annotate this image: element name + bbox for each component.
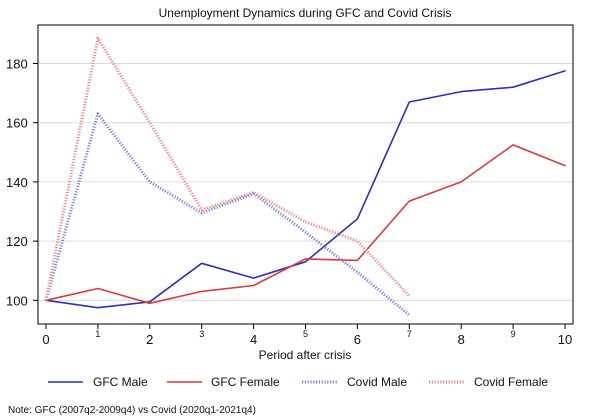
y-tick-label: 120 [6, 234, 28, 249]
data-point-gfc-male [407, 99, 412, 104]
data-point-covid-female [303, 219, 308, 224]
x-tick-label: 2 [146, 332, 153, 347]
x-tick-label: 0 [42, 332, 49, 347]
x-tick-label: 4 [250, 332, 257, 347]
data-point-gfc-male [459, 89, 464, 94]
data-point-gfc-female [251, 283, 256, 288]
y-tick-label: 160 [6, 116, 28, 131]
data-point-gfc-female [407, 199, 412, 204]
legend-label-covid-female: Covid Female [474, 375, 548, 389]
data-point-gfc-female [303, 256, 308, 261]
data-point-covid-female [44, 298, 49, 303]
series-line-gfc-female [45, 144, 566, 305]
data-point-covid-female [95, 36, 100, 41]
data-point-covid-female [147, 120, 152, 125]
series-line-covid-female [44, 36, 411, 301]
x-axis: 0 1 2 3 4 5 6 7 8 9 10 [42, 324, 572, 347]
x-tick-label: 8 [458, 332, 465, 347]
data-point-gfc-male [563, 68, 568, 73]
data-point-covid-male [147, 179, 152, 184]
chart-title: Unemployment Dynamics during GFC and Cov… [159, 6, 452, 20]
data-point-covid-female [355, 239, 360, 244]
data-point-covid-female [251, 190, 256, 195]
x-tick-label: 6 [354, 332, 361, 347]
data-point-gfc-female [95, 286, 100, 291]
x-tick-label: 9 [511, 329, 516, 339]
data-point-covid-female [199, 208, 204, 213]
y-tick-label: 100 [6, 293, 28, 308]
y-tick-label: 180 [6, 56, 28, 71]
data-point-gfc-female [147, 301, 152, 306]
data-point-gfc-male [511, 85, 516, 90]
x-tick-label: 10 [558, 332, 572, 347]
x-tick-label: 7 [407, 329, 412, 339]
legend: GFC Male GFC Female Covid Male Covid Female [48, 375, 548, 389]
chart-note: Note: GFC (2007q2-2009q4) vs Covid (2020… [8, 405, 256, 416]
gridlines [38, 62, 573, 301]
y-tick-label: 140 [6, 175, 28, 190]
data-point-gfc-female [199, 289, 204, 294]
data-point-gfc-female [459, 179, 464, 184]
data-point-gfc-female [355, 258, 360, 263]
x-tick-label: 1 [95, 329, 100, 339]
data-point-gfc-male [95, 305, 100, 310]
x-tick-label: 5 [303, 329, 308, 339]
data-point-gfc-male [355, 216, 360, 221]
y-axis: 100 120 140 160 180 [6, 56, 38, 308]
data-point-gfc-male [251, 276, 256, 281]
x-axis-title: Period after crisis [259, 348, 352, 362]
x-tick-label: 3 [199, 329, 204, 339]
legend-label-gfc-female: GFC Female [211, 375, 280, 389]
data-point-covid-male [407, 313, 412, 318]
legend-label-covid-male: Covid Male [347, 375, 407, 389]
data-point-gfc-female [563, 163, 568, 168]
data-point-covid-male [95, 111, 100, 116]
series-line-covid-male [44, 112, 411, 317]
data-point-covid-male [303, 230, 308, 235]
data-point-covid-male [355, 270, 360, 275]
series-lines [44, 36, 568, 318]
data-point-gfc-male [199, 261, 204, 266]
data-point-covid-female [407, 293, 412, 298]
series-line-gfc-male [45, 70, 566, 309]
data-point-gfc-female [511, 142, 516, 147]
legend-label-gfc-male: GFC Male [93, 375, 148, 389]
